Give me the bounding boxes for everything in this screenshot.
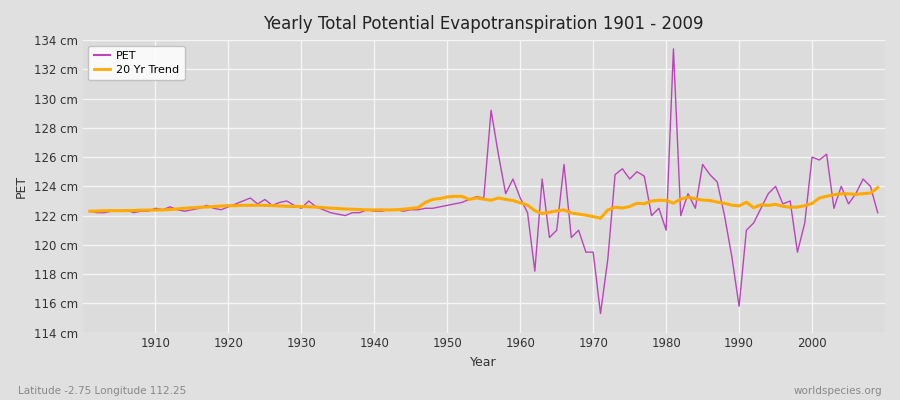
Text: Latitude -2.75 Longitude 112.25: Latitude -2.75 Longitude 112.25 bbox=[18, 386, 186, 396]
X-axis label: Year: Year bbox=[471, 356, 497, 369]
Y-axis label: PET: PET bbox=[15, 175, 28, 198]
Title: Yearly Total Potential Evapotranspiration 1901 - 2009: Yearly Total Potential Evapotranspiratio… bbox=[264, 15, 704, 33]
Text: worldspecies.org: worldspecies.org bbox=[794, 386, 882, 396]
Legend: PET, 20 Yr Trend: PET, 20 Yr Trend bbox=[88, 46, 184, 80]
